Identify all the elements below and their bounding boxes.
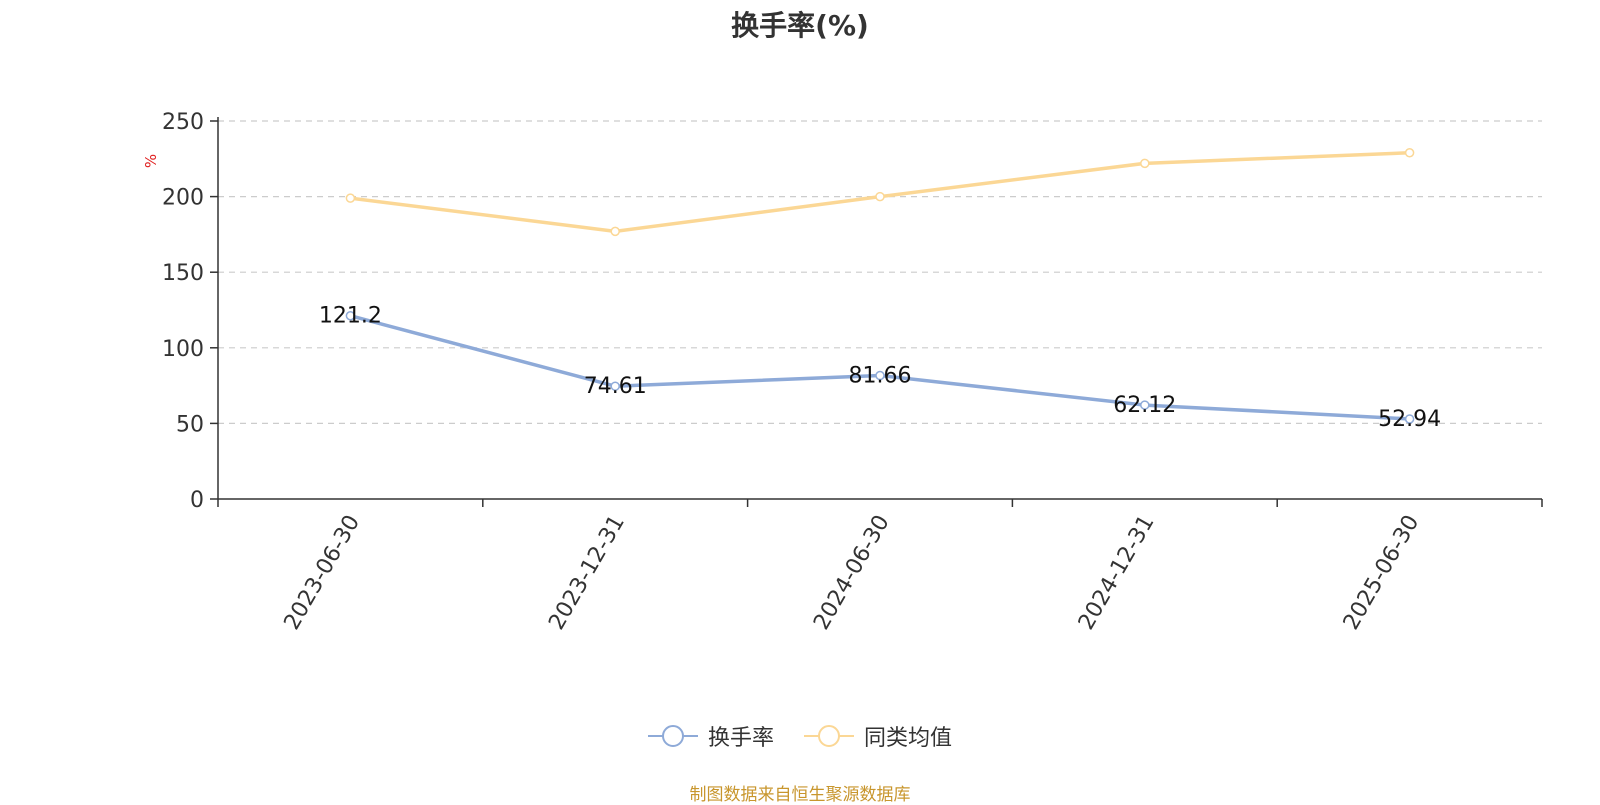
data-labels: 121.2 74.61 81.66 62.12 52.94 <box>319 304 1441 432</box>
legend: 换手率 同类均值 <box>0 720 1600 752</box>
legend-item-peer-average[interactable]: 同类均值 <box>804 720 952 752</box>
data-point <box>1140 400 1150 410</box>
data-point <box>875 370 885 381</box>
data-point <box>1404 148 1415 158</box>
chart-title: 换手率(%) <box>731 9 869 42</box>
y-tick-label: 100 <box>162 337 204 362</box>
data-label: 121.2 <box>319 304 382 329</box>
legend-label-peer-average: 同类均值 <box>864 726 953 751</box>
data-point <box>345 310 356 321</box>
data-point <box>345 193 356 203</box>
legend-label-turnover: 换手率 <box>707 726 774 751</box>
legend-line-circle-icon <box>647 725 698 747</box>
data-label: 81.66 <box>849 364 912 389</box>
data-label: 52.94 <box>1378 407 1441 432</box>
y-tick-label: 0 <box>190 488 204 513</box>
data-point <box>875 191 885 202</box>
x-tick-label: 2023-12-31 <box>544 511 630 634</box>
data-label: 62.12 <box>1113 393 1176 418</box>
data-point <box>610 381 620 391</box>
data-point <box>610 226 620 237</box>
y-tick-label: 200 <box>162 186 204 211</box>
y-tick-label: 150 <box>162 261 204 286</box>
y-axis-label: % <box>142 154 160 168</box>
legend-line-circle-icon <box>804 725 854 747</box>
series-lines <box>345 148 1415 424</box>
x-tick-label: 2025-06-30 <box>1339 511 1425 634</box>
x-tick-label: 2024-12-31 <box>1074 511 1160 634</box>
y-tick-label: 50 <box>176 412 204 437</box>
source-note: 制图数据来自恒生聚源数据库 <box>689 785 911 805</box>
y-tick-label: 250 <box>162 110 204 135</box>
x-tick-label: 2024-06-30 <box>809 511 895 634</box>
data-point <box>1404 414 1415 424</box>
legend-item-turnover[interactable]: 换手率 <box>647 720 774 752</box>
x-tick-label: 2023-06-30 <box>280 511 366 634</box>
data-point <box>1140 158 1150 169</box>
data-label: 74.61 <box>584 374 647 399</box>
